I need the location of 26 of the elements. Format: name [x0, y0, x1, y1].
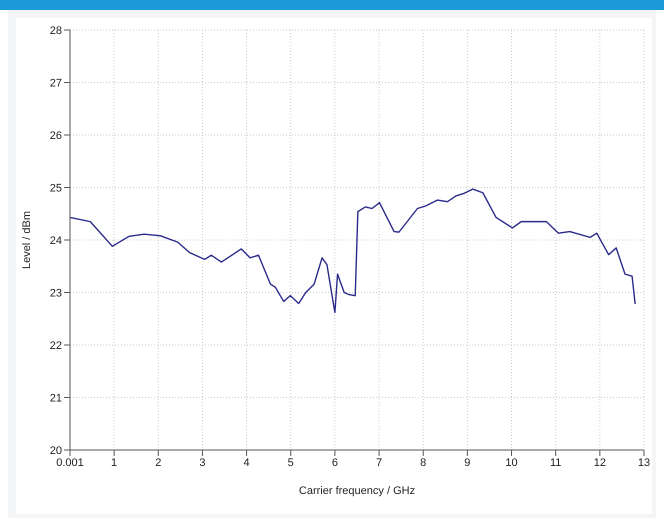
x-tick-label: 7	[376, 456, 382, 469]
y-tick-label: 23	[50, 287, 62, 300]
x-tick-label: 11	[550, 456, 562, 469]
x-tick-label: 0.001	[56, 456, 84, 469]
x-axis-title: Carrier frequency / GHz	[298, 485, 416, 497]
x-tick-label: 10	[505, 456, 518, 469]
y-tick-label: 26	[50, 130, 62, 142]
x-tick-label: 1	[111, 456, 118, 469]
y-tick-label: 24	[50, 234, 62, 247]
x-tick-label: 3	[199, 456, 206, 469]
x-tick-label: 9	[464, 456, 470, 469]
y-tick-label: 25	[50, 182, 62, 194]
y-axis-title: Level / dBm	[20, 210, 33, 270]
x-tick-label: 8	[420, 456, 426, 469]
y-tick-label: 22	[50, 340, 62, 352]
x-tick-label: 2	[155, 456, 162, 469]
x-tick-label: 4	[244, 456, 250, 469]
y-tick-label: 27	[50, 77, 62, 90]
x-tick-label: 5	[288, 456, 294, 469]
y-tick-label: 21	[50, 392, 62, 404]
x-tick-label: 12	[594, 456, 606, 469]
x-tick-label: 13	[638, 456, 650, 469]
line-series	[70, 188, 636, 314]
y-tick-label: 20	[50, 444, 62, 457]
x-tick-label: 6	[332, 456, 338, 469]
y-tick-label: 28	[50, 24, 62, 37]
